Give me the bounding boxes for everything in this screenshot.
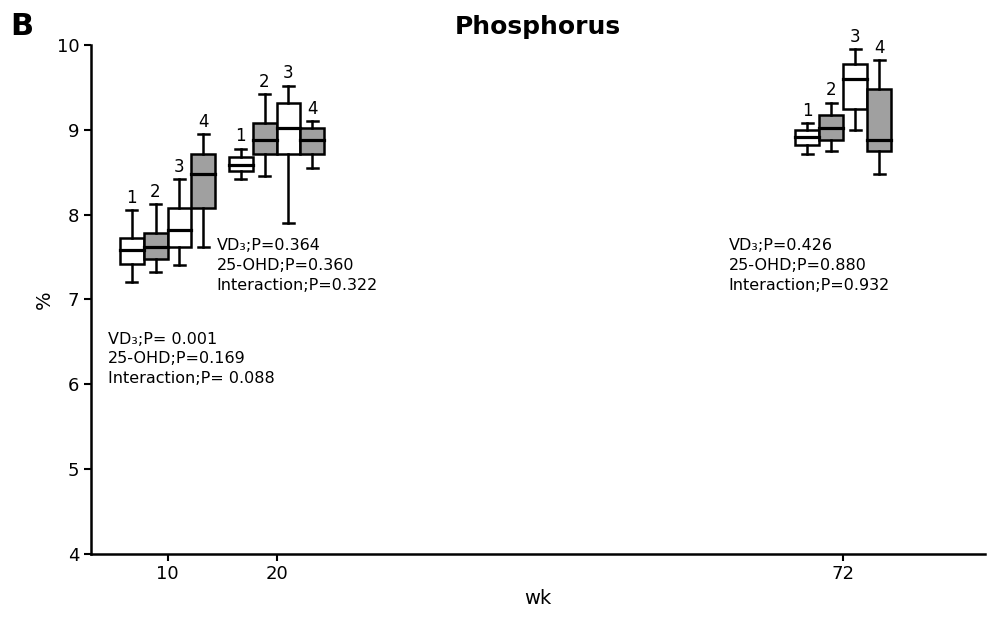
Text: 2: 2 — [259, 73, 270, 91]
Text: 2: 2 — [150, 183, 161, 201]
Text: B: B — [10, 12, 33, 42]
X-axis label: wk: wk — [524, 589, 552, 608]
Text: 4: 4 — [307, 100, 318, 118]
Bar — [253, 123, 277, 154]
Bar — [867, 89, 891, 151]
Bar — [144, 233, 168, 259]
Text: 1: 1 — [126, 189, 137, 207]
Text: 3: 3 — [850, 28, 861, 46]
Bar — [277, 103, 300, 154]
Text: 3: 3 — [174, 158, 185, 176]
Bar — [843, 64, 867, 108]
Text: 4: 4 — [198, 113, 209, 131]
Bar — [795, 130, 819, 145]
Title: Phosphorus: Phosphorus — [455, 15, 621, 39]
Y-axis label: %: % — [35, 290, 54, 308]
Text: 4: 4 — [874, 39, 885, 57]
Text: VD₃;P= 0.001
25-OHD;P=0.169
Interaction;P= 0.088: VD₃;P= 0.001 25-OHD;P=0.169 Interaction;… — [108, 331, 274, 386]
Text: 1: 1 — [802, 102, 813, 120]
Bar — [229, 157, 253, 171]
Bar — [168, 208, 191, 247]
Bar — [191, 154, 215, 208]
Bar — [300, 128, 324, 154]
Text: VD₃;P=0.426
25-OHD;P=0.880
Interaction;P=0.932: VD₃;P=0.426 25-OHD;P=0.880 Interaction;P… — [729, 239, 890, 293]
Text: 2: 2 — [826, 82, 837, 99]
Bar — [819, 115, 843, 140]
Text: 1: 1 — [235, 127, 246, 145]
Text: VD₃;P=0.364
25-OHD;P=0.360
Interaction;P=0.322: VD₃;P=0.364 25-OHD;P=0.360 Interaction;P… — [217, 239, 378, 293]
Bar — [120, 239, 144, 264]
Text: 3: 3 — [283, 64, 294, 82]
